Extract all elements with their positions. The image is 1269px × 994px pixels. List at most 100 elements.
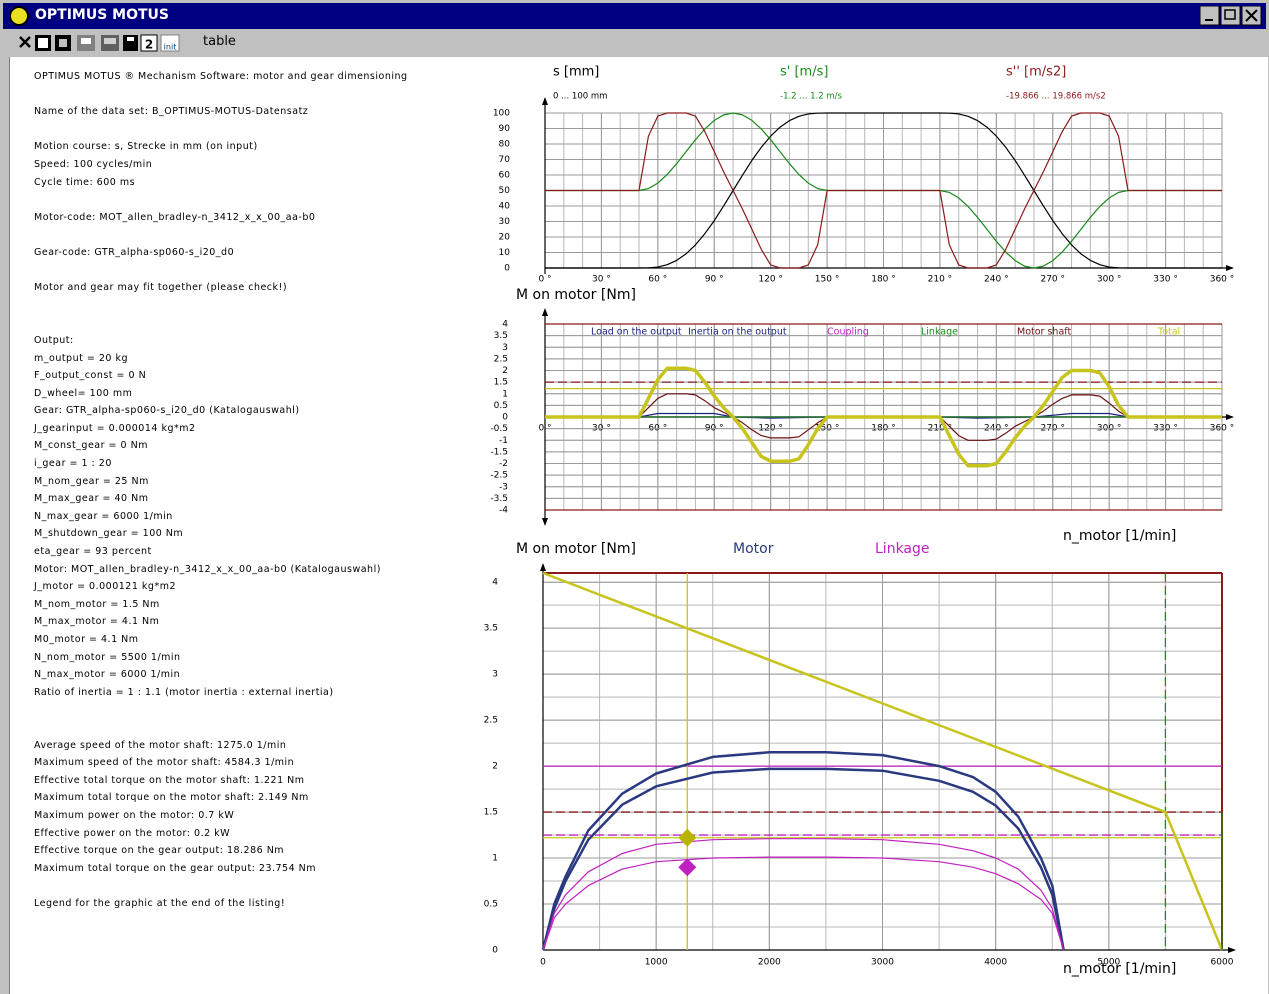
- table-button[interactable]: table: [203, 34, 236, 49]
- y-tick-label: 2.5: [494, 354, 508, 364]
- listing-line: Legend for the graphic at the end of the…: [34, 897, 286, 909]
- y-tick-label: -2.5: [490, 471, 508, 481]
- legend-label: Linkage: [875, 541, 930, 557]
- x-tick-label: 4000: [984, 958, 1007, 968]
- listing-line: Name of the data set: B_OPTIMUS-MOTUS-Da…: [34, 106, 309, 118]
- axis-arrow: [540, 563, 546, 571]
- listing-line: i_gear = 1 : 20: [34, 458, 112, 470]
- y-axis-label: M on motor [Nm]: [516, 287, 636, 303]
- x-tick-label: 270 °: [1040, 275, 1065, 285]
- listing-line: eta_gear = 93 percent: [34, 546, 152, 558]
- y-tick-label: 0: [504, 264, 510, 274]
- listing: OPTIMUS MOTUS ® Mechanism Software: moto…: [34, 68, 408, 930]
- axis-arrow: [1226, 414, 1234, 420]
- listing-line: M_shutdown_gear = 100 Nm: [34, 528, 184, 540]
- window-controls[interactable]: [1200, 6, 1262, 26]
- title-bar: OPTIMUS MOTUS: [3, 3, 1266, 29]
- listing-line: N_nom_motor = 5500 1/min: [34, 651, 181, 663]
- y-tick-label: -2: [499, 459, 508, 469]
- y-tick-label: 1.5: [494, 378, 508, 388]
- x-axis-label: n_motor [1/min]: [1063, 961, 1176, 977]
- listing-line: M_max_motor = 4.1 Nm: [34, 616, 160, 628]
- listing-line: Speed: 100 cycles/min: [34, 158, 153, 170]
- listing-line: Gear-code: GTR_alpha-sp060-s_i20_d0: [34, 246, 235, 258]
- listing-line: Motor and gear may fit together (please …: [34, 282, 288, 294]
- listing-line: OPTIMUS MOTUS ® Mechanism Software: moto…: [34, 71, 408, 82]
- app-icon: [9, 6, 29, 26]
- series-line: [541, 767, 1065, 951]
- tool-icon[interactable]: [123, 35, 138, 51]
- y-tick-label: 2: [492, 762, 498, 772]
- listing-line: N_max_motor = 6000 1/min: [34, 669, 181, 681]
- axis-arrow: [1226, 265, 1234, 271]
- tool-icon[interactable]: [140, 34, 158, 52]
- listing-line: Gear: GTR_alpha-sp060-s_i20_d0 (Kataloga…: [34, 405, 300, 417]
- y-tick-label: 40: [499, 202, 511, 212]
- series-line: [542, 856, 1065, 951]
- legend-label: Coupling: [827, 327, 869, 338]
- close-icon[interactable]: [19, 36, 31, 48]
- axis-arrow: [542, 518, 548, 526]
- toolbar-icons[interactable]: 2 init: [3, 30, 199, 56]
- x-tick-label: 180 °: [871, 275, 896, 285]
- listing-line: Output:: [34, 334, 74, 346]
- x-tick-label: 330 °: [1153, 275, 1178, 285]
- listing-line: Effective torque on the gear output: 18.…: [34, 845, 285, 857]
- listing-line: M_nom_motor = 1.5 Nm: [34, 598, 160, 610]
- x-tick-label: 0: [540, 958, 546, 968]
- listing-line: Motor: MOT_allen_bradley-n_3412_x_x_00_a…: [34, 563, 381, 575]
- y-tick-label: 100: [493, 109, 510, 119]
- y-tick-label: 0: [502, 413, 508, 423]
- toolbar: 2 init table: [3, 30, 1266, 56]
- window-title: OPTIMUS MOTUS: [35, 7, 170, 23]
- listing-block: Motion course: s, Strecke in mm (on inpu…: [34, 138, 408, 191]
- listing-line: F_output_const = 0 N: [34, 370, 147, 382]
- listing-block: Legend for the graphic at the end of the…: [34, 895, 408, 913]
- y-tick-label: 2.5: [484, 716, 498, 726]
- listing-line: Maximum speed of the motor shaft: 4584.3…: [34, 757, 295, 769]
- listing-line: m_output = 20 kg: [34, 352, 128, 364]
- listing-block: Motor-code: MOT_allen_bradley-n_3412_x_x…: [34, 209, 408, 227]
- x-tick-label: 0 °: [538, 275, 551, 285]
- legend-range: -1.2 ... 1.2 m/s: [780, 92, 842, 102]
- x-tick-label: 90 °: [705, 275, 724, 285]
- x-tick-label: 150 °: [815, 275, 840, 285]
- legend-label: Inertia on the output: [688, 327, 787, 338]
- minimize-button[interactable]: [1200, 6, 1220, 26]
- y-tick-label: 20: [499, 233, 511, 243]
- x-tick-label: 30 °: [592, 275, 611, 285]
- y-tick-label: 3.5: [494, 331, 508, 341]
- y-tick-label: 3.5: [484, 624, 498, 634]
- y-tick-label: 1: [492, 854, 498, 864]
- listing-line: Motion course: s, Strecke in mm (on inpu…: [34, 141, 258, 153]
- y-tick-label: 80: [499, 140, 511, 150]
- listing-block: Gear-code: GTR_alpha-sp060-s_i20_d0: [34, 244, 408, 262]
- x-tick-label: 240 °: [984, 275, 1009, 285]
- listing-block: OPTIMUS MOTUS ® Mechanism Software: moto…: [34, 68, 408, 86]
- series-line: [545, 112, 1222, 269]
- axis-arrow: [1228, 947, 1236, 953]
- listing-line: M0_motor = 4.1 Nm: [34, 634, 139, 645]
- legend-label: Motor shaft: [1017, 327, 1071, 338]
- y-tick-label: -1: [499, 436, 508, 446]
- listing-line: Cycle time: 600 ms: [34, 176, 136, 188]
- x-tick-label: 210 °: [928, 275, 953, 285]
- legend-label: Total: [1157, 327, 1180, 338]
- axis-arrow: [542, 97, 548, 105]
- y-tick-label: 1.5: [484, 808, 498, 818]
- marker: [678, 828, 697, 847]
- listing-line: Maximum total torque on the gear output:…: [34, 862, 317, 874]
- legend-label: s' [m/s]: [780, 65, 828, 80]
- y-tick-label: -3: [499, 482, 508, 492]
- legend-range: 0 ... 100 mm: [553, 92, 607, 102]
- listing-line: Average speed of the motor shaft: 1275.0…: [34, 739, 287, 751]
- x-tick-label: 5000: [1097, 958, 1120, 968]
- listing-block: Output: m_output = 20 kg F_output_const = …: [34, 332, 408, 701]
- y-tick-label: -3.5: [490, 494, 508, 504]
- series-line: [542, 838, 1065, 951]
- listing-block: Motor and gear may fit together (please …: [34, 279, 408, 297]
- tool-icon[interactable]: [160, 34, 180, 52]
